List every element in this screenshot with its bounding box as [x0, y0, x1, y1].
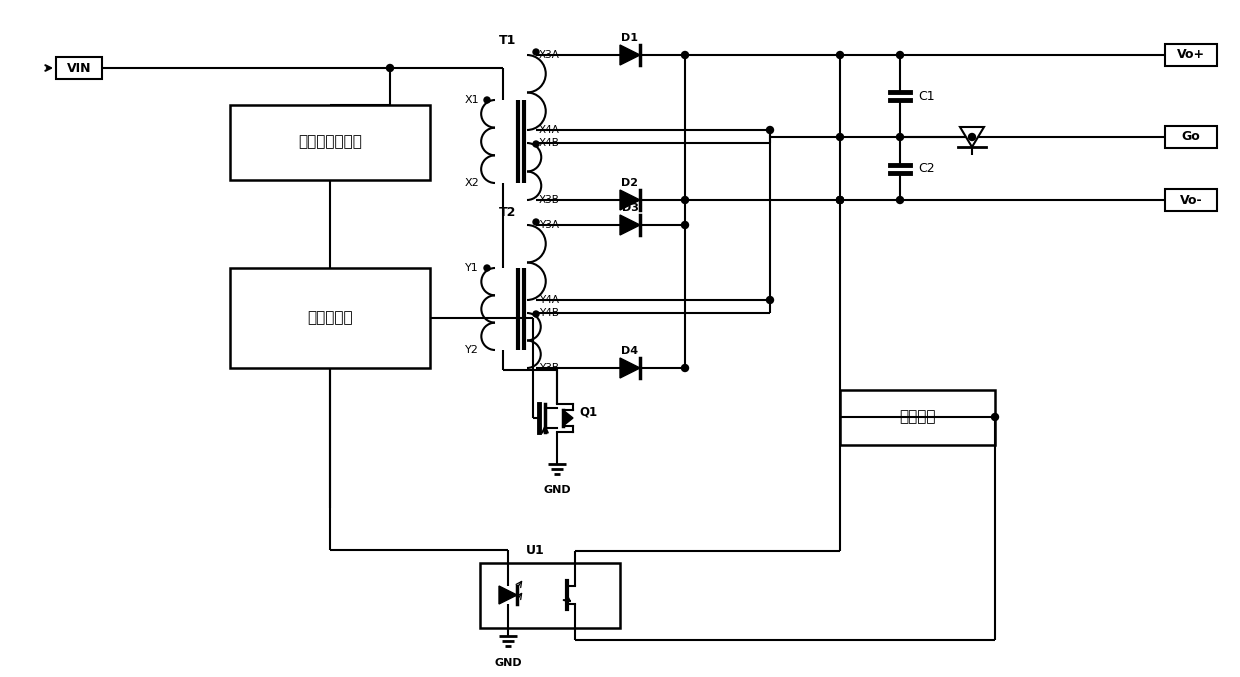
Text: X1: X1 — [464, 95, 479, 105]
Text: Vo+: Vo+ — [1177, 49, 1205, 62]
Circle shape — [533, 49, 539, 55]
Bar — [229, 268, 430, 368]
Text: C1: C1 — [918, 89, 935, 102]
Bar — [1166, 189, 1216, 211]
Bar — [56, 57, 102, 79]
Text: X4B: X4B — [539, 138, 560, 148]
Polygon shape — [498, 586, 517, 604]
Circle shape — [533, 141, 539, 147]
Circle shape — [766, 127, 774, 133]
Circle shape — [837, 196, 843, 204]
Text: D4: D4 — [621, 346, 639, 356]
Text: X3A: X3A — [539, 50, 560, 60]
Text: Vo-: Vo- — [1179, 194, 1203, 206]
Text: T1: T1 — [500, 33, 517, 47]
Text: Q1: Q1 — [579, 406, 598, 418]
Circle shape — [837, 196, 843, 204]
Text: GND: GND — [495, 658, 522, 668]
Circle shape — [897, 133, 904, 141]
Circle shape — [968, 133, 976, 141]
Text: C2: C2 — [918, 162, 935, 175]
Circle shape — [897, 196, 904, 204]
Circle shape — [484, 265, 490, 271]
Text: Go: Go — [1182, 131, 1200, 144]
Text: 脉宽调制器: 脉宽调制器 — [308, 311, 353, 326]
Circle shape — [766, 297, 774, 303]
Polygon shape — [620, 45, 640, 65]
Circle shape — [837, 51, 843, 58]
Text: Y1: Y1 — [465, 263, 479, 273]
Circle shape — [533, 311, 539, 317]
Text: D1: D1 — [621, 33, 639, 43]
Text: 供电与保护电路: 供电与保护电路 — [298, 135, 362, 150]
Text: T2: T2 — [500, 206, 517, 219]
Text: D2: D2 — [621, 178, 639, 188]
Text: X2: X2 — [464, 178, 479, 188]
Text: VIN: VIN — [67, 62, 92, 74]
Text: GND: GND — [543, 485, 570, 495]
Bar — [480, 563, 620, 628]
Text: Y2: Y2 — [465, 345, 479, 355]
Text: Y4A: Y4A — [539, 295, 559, 305]
Text: 反馈环路: 反馈环路 — [899, 410, 935, 424]
Circle shape — [992, 414, 998, 420]
Text: Y3B: Y3B — [539, 363, 559, 373]
Text: X3B: X3B — [539, 195, 560, 205]
Bar — [1166, 126, 1216, 148]
Text: Y4B: Y4B — [539, 308, 559, 318]
Circle shape — [484, 97, 490, 103]
Polygon shape — [620, 358, 640, 378]
Polygon shape — [960, 127, 985, 147]
Circle shape — [387, 64, 393, 72]
Circle shape — [837, 196, 843, 204]
Polygon shape — [620, 190, 640, 210]
Bar — [1166, 44, 1216, 66]
Polygon shape — [620, 215, 640, 235]
Bar — [229, 105, 430, 180]
Circle shape — [682, 221, 688, 229]
Circle shape — [682, 51, 688, 58]
Text: X4A: X4A — [539, 125, 560, 135]
Circle shape — [837, 133, 843, 141]
Polygon shape — [563, 410, 573, 426]
Circle shape — [682, 364, 688, 372]
Text: U1: U1 — [526, 544, 544, 557]
Text: Y3A: Y3A — [539, 220, 559, 230]
Circle shape — [682, 196, 688, 204]
Circle shape — [897, 51, 904, 58]
Bar — [839, 390, 994, 445]
Text: D3: D3 — [621, 203, 639, 213]
Circle shape — [533, 219, 539, 225]
